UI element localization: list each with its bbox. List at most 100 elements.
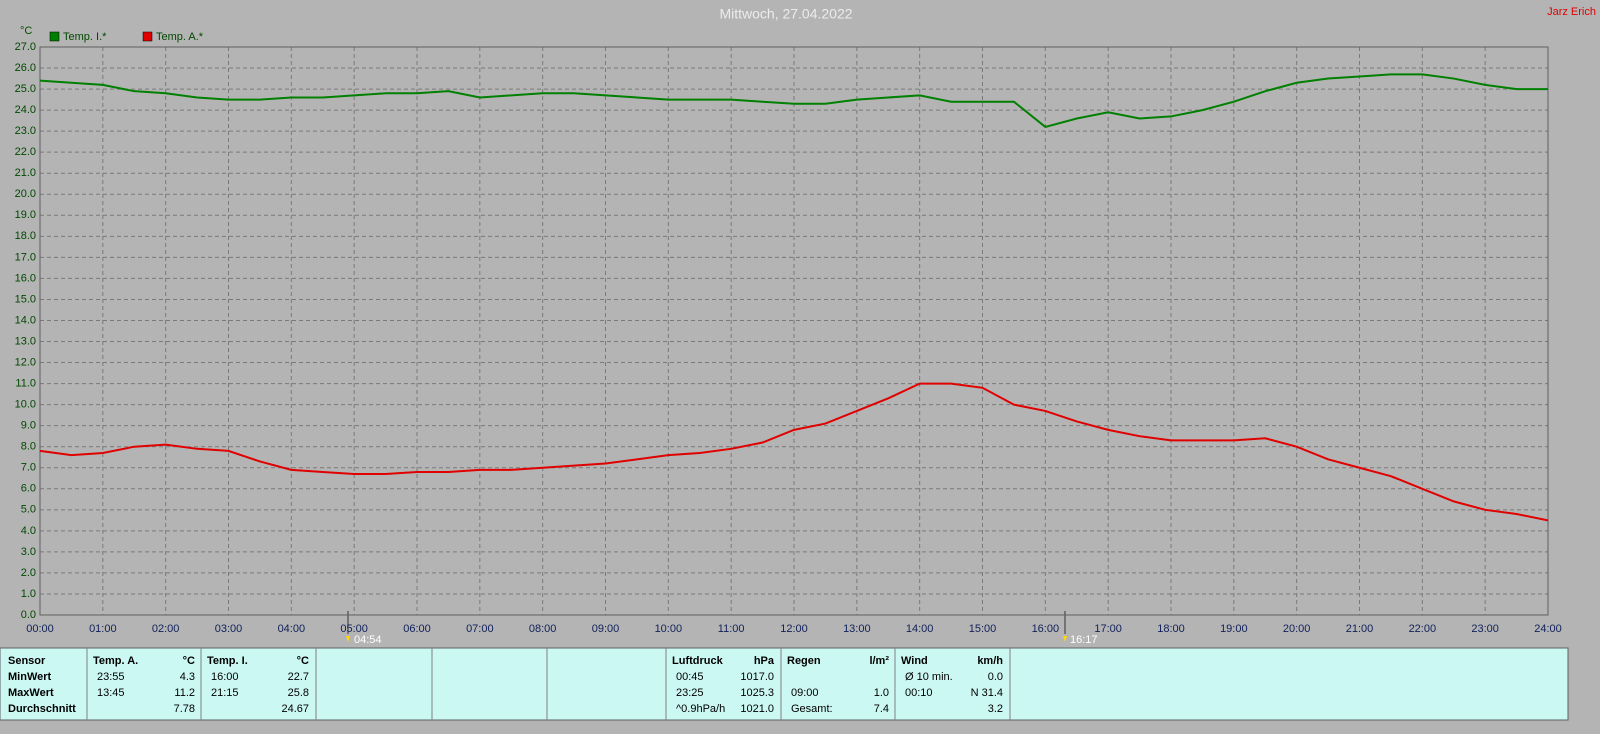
group-unit: l/m² (869, 655, 889, 667)
y-tick-label: 18.0 (15, 230, 36, 242)
y-tick-label: 23.0 (15, 125, 36, 137)
y-tick-label: 10.0 (15, 399, 36, 411)
y-tick-label: 16.0 (15, 272, 36, 284)
y-tick-label: 24.0 (15, 104, 36, 116)
cell-value: 1025.3 (740, 687, 774, 699)
y-tick-label: 17.0 (15, 251, 36, 263)
x-tick-label: 07:00 (466, 623, 494, 635)
y-tick-label: 11.0 (15, 377, 36, 389)
cell-value: 7.4 (874, 703, 889, 715)
sunrise-label: 04:54 (354, 634, 382, 646)
cell-value: 22.7 (288, 671, 309, 683)
cell-value: 1021.0 (740, 703, 774, 715)
group-unit: °C (183, 655, 195, 667)
cell-value: 24.67 (281, 703, 309, 715)
y-tick-label: 12.0 (15, 356, 36, 368)
y-tick-label: 22.0 (15, 146, 36, 158)
group-unit: km/h (977, 655, 1003, 667)
summary-panel (0, 647, 1569, 721)
row-label: Sensor (8, 655, 46, 667)
y-tick-label: 14.0 (15, 314, 36, 326)
x-tick-label: 24:00 (1534, 623, 1562, 635)
x-tick-label: 01:00 (89, 623, 117, 635)
x-tick-label: 23:00 (1471, 623, 1499, 635)
cell-time: 23:55 (97, 671, 125, 683)
y-tick-label: 4.0 (21, 525, 36, 537)
cell-time: 00:45 (676, 671, 704, 683)
y-tick-label: 9.0 (21, 420, 36, 432)
y-tick-label: 1.0 (21, 588, 36, 600)
y-tick-label: 20.0 (15, 188, 36, 200)
x-tick-label: 04:00 (278, 623, 306, 635)
y-tick-label: 8.0 (21, 441, 36, 453)
x-tick-label: 19:00 (1220, 623, 1248, 635)
group-header: Regen (787, 655, 821, 667)
y-tick-label: 21.0 (15, 167, 36, 179)
x-tick-label: 03:00 (215, 623, 243, 635)
cell-time: Ø 10 min. (905, 671, 953, 683)
x-tick-label: 21:00 (1346, 623, 1374, 635)
cell-value: 11.2 (174, 687, 195, 699)
y-unit: °C (20, 25, 32, 37)
x-tick-label: 12:00 (780, 623, 808, 635)
group-header: Luftdruck (672, 655, 724, 667)
y-tick-label: 5.0 (21, 504, 36, 516)
cell-time: 16:00 (211, 671, 239, 683)
x-tick-label: 16:00 (1032, 623, 1060, 635)
y-tick-label: 7.0 (21, 462, 36, 474)
sun-icon (346, 636, 350, 642)
cell-time: Gesamt: (791, 703, 833, 715)
sun-icon (1063, 636, 1067, 642)
chart-title: Mittwoch, 27.04.2022 (719, 6, 852, 22)
group-header: Temp. A. (93, 655, 138, 667)
x-tick-label: 06:00 (403, 623, 431, 635)
x-tick-label: 20:00 (1283, 623, 1311, 635)
cell-value: N 31.4 (971, 687, 1003, 699)
y-tick-label: 3.0 (21, 546, 36, 558)
legend-swatch (49, 31, 60, 42)
cell-value: 3.2 (988, 703, 1003, 715)
row-label: MaxWert (8, 687, 54, 699)
y-tick-label: 27.0 (15, 41, 36, 53)
x-tick-label: 22:00 (1409, 623, 1437, 635)
plot-frame (39, 46, 1549, 616)
data-line (39, 382, 1549, 522)
cell-value: 0.0 (988, 671, 1003, 683)
row-label: MinWert (8, 671, 52, 683)
x-tick-label: 17:00 (1094, 623, 1122, 635)
group-header: Wind (901, 655, 928, 667)
author: Jarz Erich (1547, 6, 1596, 18)
group-unit: °C (297, 655, 309, 667)
cell-value: 1.0 (874, 687, 889, 699)
cell-time: 13:45 (97, 687, 125, 699)
y-tick-label: 25.0 (15, 83, 36, 95)
x-tick-label: 18:00 (1157, 623, 1185, 635)
group-unit: hPa (754, 655, 775, 667)
group-header: Temp. I. (207, 655, 248, 667)
cell-value: 4.3 (180, 671, 195, 683)
cell-value: 25.8 (288, 687, 309, 699)
y-tick-label: 13.0 (15, 335, 36, 347)
x-tick-label: 14:00 (906, 623, 934, 635)
cell-value: 1017.0 (740, 671, 774, 683)
cell-value: 7.78 (174, 703, 195, 715)
x-tick-label: 02:00 (152, 623, 180, 635)
legend-label: Temp. A.* (156, 31, 204, 43)
y-tick-label: 15.0 (15, 293, 36, 305)
x-tick-label: 00:00 (26, 623, 54, 635)
x-tick-label: 13:00 (843, 623, 871, 635)
legend-label: Temp. I.* (63, 31, 107, 43)
data-line (39, 73, 1548, 129)
x-tick-label: 08:00 (529, 623, 557, 635)
cell-time: 21:15 (211, 687, 239, 699)
row-label: Durchschnitt (8, 703, 76, 715)
cell-time: 09:00 (791, 687, 819, 699)
x-tick-label: 11:00 (718, 623, 745, 635)
sunset-label: 16:17 (1070, 634, 1098, 646)
y-tick-label: 19.0 (15, 209, 36, 221)
x-tick-label: 09:00 (592, 623, 620, 635)
x-tick-label: 15:00 (969, 623, 997, 635)
y-tick-label: 26.0 (15, 62, 36, 74)
